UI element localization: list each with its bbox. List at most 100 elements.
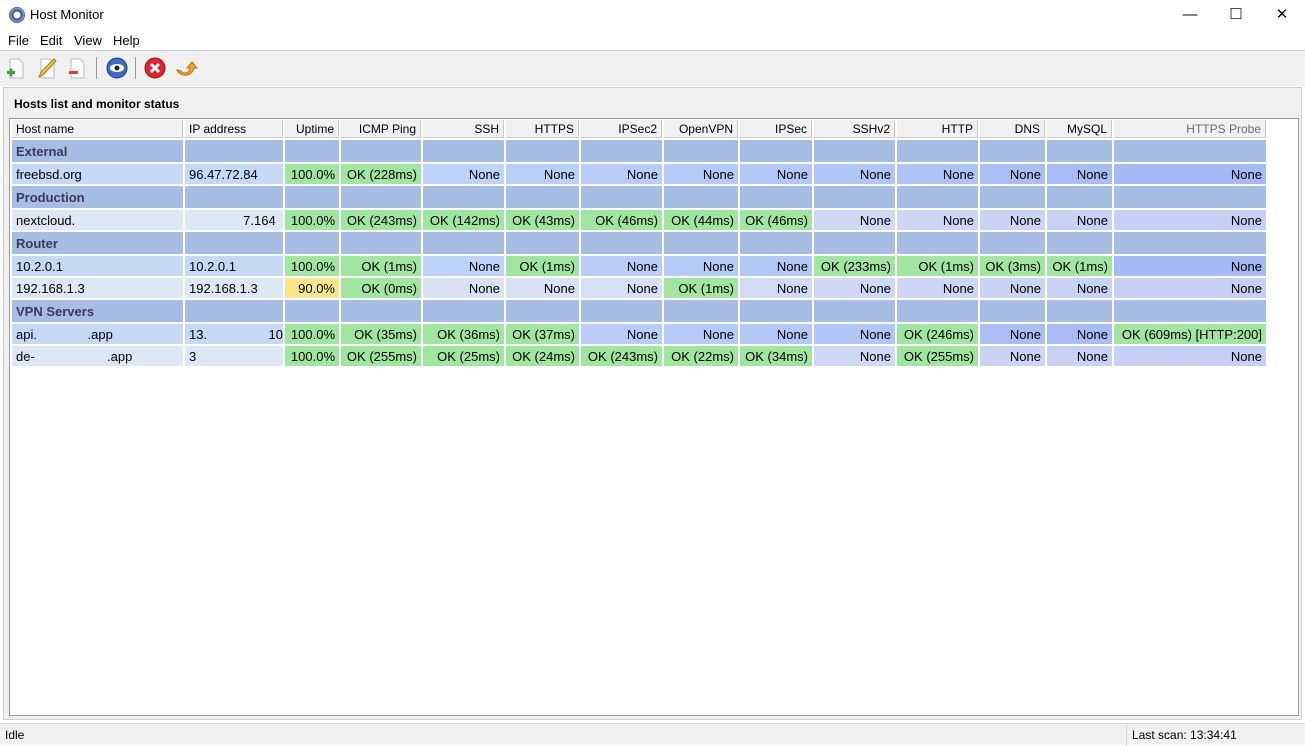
group-cell: [341, 140, 421, 162]
menu-view[interactable]: View: [74, 33, 102, 48]
status-mysql: None: [1047, 210, 1112, 230]
group-row[interactable]: VPN Servers: [12, 300, 1266, 322]
status-openvpn: None: [664, 164, 738, 184]
group-cell: [664, 186, 738, 208]
status-mysql: None: [1047, 346, 1112, 366]
maximize-button[interactable]: ☐: [1229, 6, 1243, 23]
column-header-dns[interactable]: DNS: [980, 120, 1045, 138]
app-icon: [9, 7, 25, 23]
status-https-probe: None: [1114, 346, 1266, 366]
status-https-probe: OK (609ms) [HTTP:200]: [1114, 324, 1266, 344]
ip-address: 7.164: [185, 210, 283, 230]
refresh-icon[interactable]: [174, 56, 198, 80]
close-button[interactable]: ✕: [1275, 6, 1289, 23]
hosts-panel: Hosts list and monitor status Host name I…: [3, 87, 1302, 720]
menu-bar: File Edit View Help: [0, 30, 1305, 50]
status-ipsec: None: [740, 278, 812, 298]
ip-address: 192.168.1.3: [185, 278, 283, 298]
menu-help[interactable]: Help: [113, 33, 140, 48]
host-row[interactable]: freebsd.org 96.47.72.84 100.0% OK (228ms) No…: [12, 164, 1266, 184]
group-row[interactable]: Production: [12, 186, 1266, 208]
group-cell: [740, 140, 812, 162]
host-row[interactable]: nextcloud. 7.164 100.0% OK (243ms) OK (142m…: [12, 210, 1266, 230]
status-ipsec2: None: [581, 324, 662, 344]
group-row[interactable]: External: [12, 140, 1266, 162]
column-header-host-name[interactable]: Host name: [12, 120, 183, 138]
group-cell: [814, 232, 895, 254]
group-cell: [506, 186, 579, 208]
column-header-sshv2[interactable]: SSHv2: [814, 120, 895, 138]
status-openvpn: None: [664, 324, 738, 344]
column-header-mysql[interactable]: MySQL: [1047, 120, 1112, 138]
host-name: de- .app: [12, 346, 183, 366]
column-header-uptime[interactable]: Uptime: [285, 120, 339, 138]
group-cell: [581, 140, 662, 162]
group-cell: [1114, 186, 1266, 208]
column-header-icmp-ping[interactable]: ICMP Ping: [341, 120, 421, 138]
menu-edit[interactable]: Edit: [40, 33, 63, 48]
uptime: 100.0%: [285, 324, 339, 344]
column-header-ipsec2[interactable]: IPSec2: [581, 120, 662, 138]
group-cell: [285, 140, 339, 162]
status-https: None: [506, 278, 579, 298]
minimize-button[interactable]: —: [1182, 6, 1198, 23]
status-ipsec2: None: [581, 256, 662, 276]
status-https-probe: None: [1114, 278, 1266, 298]
column-header-openvpn[interactable]: OpenVPN: [664, 120, 738, 138]
group-cell: [897, 186, 978, 208]
status-icmp-ping: OK (0ms): [341, 278, 421, 298]
status-http: None: [897, 164, 978, 184]
group-cell: [581, 232, 662, 254]
status-http: OK (255ms): [897, 346, 978, 366]
group-cell: [814, 300, 895, 322]
group-cell: [341, 186, 421, 208]
group-cell: [285, 232, 339, 254]
toolbar: [0, 50, 1305, 86]
host-row[interactable]: 192.168.1.3 192.168.1.3 90.0% OK (0ms) None N…: [12, 278, 1266, 298]
ip-address: 13. 108: [185, 324, 283, 344]
column-header-ipsec[interactable]: IPSec: [740, 120, 812, 138]
column-header-ssh[interactable]: SSH: [423, 120, 504, 138]
status-ipsec: OK (46ms): [740, 210, 812, 230]
status-sshv2: None: [814, 164, 895, 184]
status-ipsec2: OK (46ms): [581, 210, 662, 230]
last-scan: Last scan: 13:34:41: [1126, 724, 1237, 746]
host-row[interactable]: 10.2.0.1 10.2.0.1 100.0% OK (1ms) None OK (1m…: [12, 256, 1266, 276]
status-ipsec: None: [740, 164, 812, 184]
status-http: None: [897, 210, 978, 230]
column-header-ip-address[interactable]: IP address: [185, 120, 283, 138]
window-title: Host Monitor: [30, 7, 104, 22]
group-cell: [423, 186, 504, 208]
uptime: 100.0%: [285, 256, 339, 276]
monitor-eye-icon[interactable]: [105, 56, 129, 80]
column-header-https[interactable]: HTTPS: [506, 120, 579, 138]
toolbar-separator: [96, 57, 97, 79]
uptime: 90.0%: [285, 278, 339, 298]
group-cell: [581, 300, 662, 322]
status-ipsec: None: [740, 324, 812, 344]
group-cell: [1114, 140, 1266, 162]
host-row[interactable]: api. .app 13. 108 100.0% OK (35ms) OK (36ms)…: [12, 324, 1266, 344]
group-cell: [285, 300, 339, 322]
group-row[interactable]: Router: [12, 232, 1266, 254]
status-mysql: None: [1047, 164, 1112, 184]
group-cell: [980, 232, 1045, 254]
host-name: api. .app: [12, 324, 183, 344]
group-cell: [664, 300, 738, 322]
status-ssh: OK (25ms): [423, 346, 504, 366]
add-host-icon[interactable]: [4, 56, 28, 80]
column-header-http[interactable]: HTTP: [897, 120, 978, 138]
status-openvpn: OK (22ms): [664, 346, 738, 366]
remove-host-icon[interactable]: [65, 56, 89, 80]
edit-host-icon[interactable]: [35, 56, 59, 80]
column-headers: Host name IP address Uptime ICMP Ping SSH HTT…: [12, 120, 1266, 138]
stop-icon[interactable]: [143, 56, 167, 80]
column-header-https-probe[interactable]: HTTPS Probe: [1114, 120, 1266, 138]
group-cell: [506, 140, 579, 162]
group-cell: [1114, 300, 1266, 322]
hosts-grid[interactable]: Host name IP address Uptime ICMP Ping SSH HTT…: [9, 118, 1299, 716]
menu-file[interactable]: File: [8, 33, 29, 48]
group-name: VPN Servers: [12, 300, 183, 322]
status-openvpn: OK (1ms): [664, 278, 738, 298]
